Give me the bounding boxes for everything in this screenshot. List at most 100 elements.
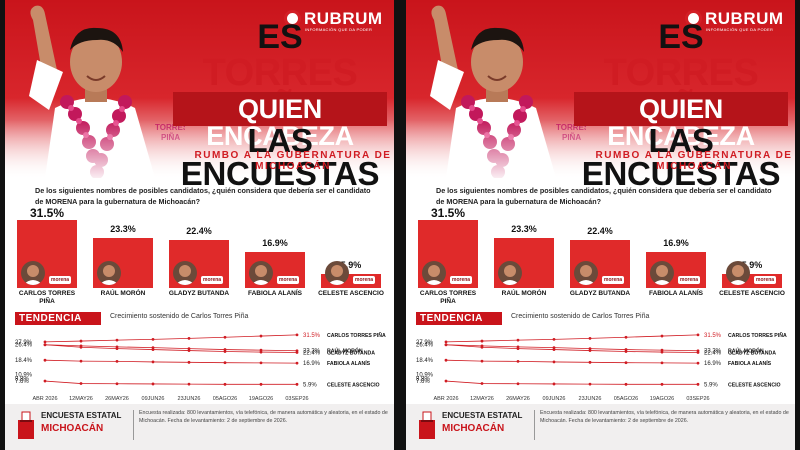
bar-column: 23.3% [93,224,153,288]
trend-point [552,348,556,351]
bar-chart: 31.5% morena CARLOS TORRES PIÑA 23.3% RAÚL M… [406,200,795,305]
trend-point [624,350,628,353]
bar-column: 16.9% morena [646,238,706,288]
x-axis-label: 23JUN26 [178,396,201,402]
trend-point [115,382,119,386]
bar-value-label: 22.4% [186,225,212,236]
x-axis-label: 05AGO26 [614,396,638,402]
trend-end-value: 22.4% [704,350,722,356]
bar-column: 5.9% morena [321,260,381,288]
candidate-name: GLADYZ BUTANDA [569,290,631,297]
trend-series-line [44,344,298,352]
trend-series-name: RAÚL MORÓN [728,347,764,355]
trend-point [696,351,700,354]
bar-value-label: 31.5% [29,206,65,220]
trend-point [588,336,592,340]
brand-tagline: INFORMACIÓN QUE DA PODER [305,27,373,32]
candidate-avatar [498,260,522,285]
trend-series-line [445,380,698,385]
hero-fade [406,120,795,190]
trend-series-name: GLADYZ BUTANDA [327,350,375,356]
candidate-name: CELESTE ASCENCIO [318,290,384,297]
party-badge: morena [754,276,777,284]
y-axis-label: 10.9% [15,373,33,379]
trend-point [187,349,191,352]
bar-column: 5.9% morena [722,260,782,288]
trend-point [624,348,628,351]
trend-point [115,347,119,351]
x-axis-label: 23JUN26 [579,396,602,402]
y-axis-label: 8.8% [15,377,29,383]
hero-fade [5,120,394,190]
headline-line-4: LAS ENCUESTAS [581,122,781,192]
brand-name: RUBRUM [304,9,383,28]
infographic-panel: TORRES PIÑA RUBRUM INFORMACIÓN QUE DA PO… [5,0,394,450]
trend-end-value: 23.3% [303,349,321,355]
party-badge: morena [678,275,701,284]
candidate-avatar [249,260,273,285]
y-axis-label: 10.9% [416,373,434,379]
trend-point [444,358,448,362]
headline-subtitle: RUMBO A LA GUBERNATURA DE MICHOACÁN [194,150,392,172]
trend-point [660,361,664,365]
trend-point [624,361,628,365]
candidate-avatar [574,260,598,285]
x-axis-label: 03SEP26 [285,396,308,402]
trend-point [660,334,664,338]
trend-point [43,358,47,362]
x-axis-label: 19AGO26 [249,396,273,402]
trend-point [444,343,448,347]
candidate-name: CARLOS TORRES PIÑA [18,290,76,305]
trend-point [187,360,191,364]
bar-value-label: 23.3% [110,223,136,234]
trend-series-line [44,344,298,353]
x-axis-label: 05AGO26 [213,396,237,402]
brand-logo: RUBRUM INFORMACIÓN QUE DA PODER [284,8,384,34]
trend-point [588,360,592,364]
candidate-avatar [325,261,349,285]
candidate-name: FABIOLA ALANÍS [648,290,704,297]
headline-line-1: ES [257,18,303,56]
footer-methodology: Encuesta realizada: 800 levantamientos, … [139,410,388,424]
trend-point [444,379,448,383]
bar-column: 23.3% [494,224,554,288]
brand-name: RUBRUM [705,9,784,28]
trend-series-line [44,380,297,385]
infographic-panel: TORRES PIÑA RUBRUM INFORMACIÓN QUE DA PO… [406,0,795,450]
trend-end-value: 5.9% [303,382,317,388]
trend-series-line [445,344,699,353]
bar-value-label: 5.9% [340,260,362,270]
candidate-name: GLADYZ BUTANDA [168,290,230,297]
trend-point [223,350,227,353]
trend-point [516,338,520,342]
trend-end-value: 31.5% [704,333,722,339]
y-axis-label: 18.4% [416,358,434,364]
trend-series-line [445,344,699,352]
trend-point [516,382,520,386]
bar-column: 16.9% morena [245,238,305,288]
trend-point [259,382,263,386]
x-axis-label: 12MAY26 [470,396,494,402]
headline-subtitle: RUMBO A LA GUBERNATURA DE MICHOACÁN [595,150,793,172]
y-axis-label: 7.6% [416,379,430,385]
trend-point [552,337,556,341]
candidate-name: RAÚL MORÓN [100,290,146,297]
candidate-name: CELESTE ASCENCIO [719,290,785,297]
x-axis-label: 26MAY26 [506,396,530,402]
trend-point [187,382,191,386]
bar-value-label: 31.5% [430,206,466,220]
party-badge: morena [450,276,473,284]
trend-point [480,339,484,343]
trend-line-chart: 27.9%26.4% 18.4% 10.9%8.8%7.6% 31.5% CARLOS … [15,332,386,402]
trend-header [416,312,502,325]
trend-point [624,335,628,339]
trend-point [151,348,155,351]
x-axis-label: ABR 2026 [433,396,458,402]
logo-icon [685,10,702,27]
logo-icon [284,10,301,27]
bar-value-label: 16.9% [262,237,288,248]
ballot-box-icon [419,411,435,439]
trend-point [480,345,484,349]
footer [406,404,795,450]
bar-column: 22.4% morena [169,226,229,288]
